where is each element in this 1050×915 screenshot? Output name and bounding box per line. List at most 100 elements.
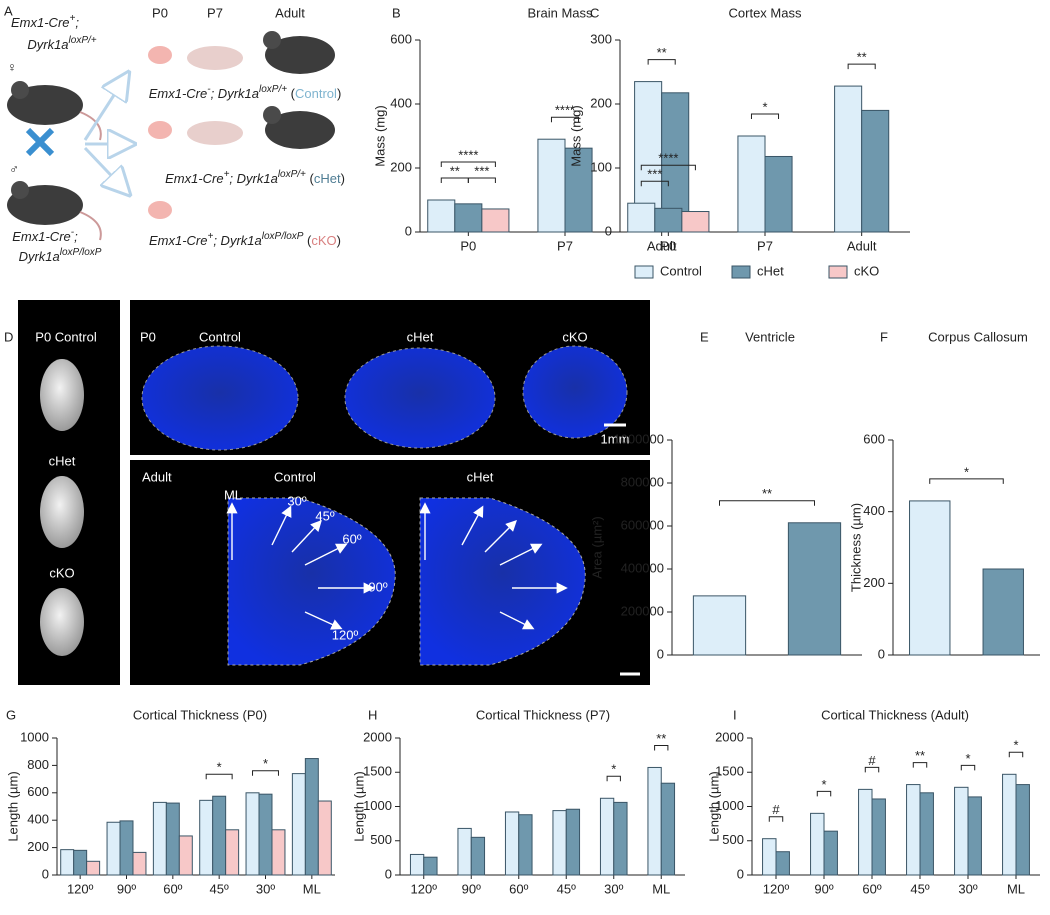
y-tick-label: 1000 [715,798,744,813]
x-tick-label: 30º [256,881,275,896]
bar [245,792,260,876]
y-tick-label: 1500 [715,764,744,779]
bracket: ( [306,171,315,186]
significance-bracket [252,770,279,776]
x-tick-label: ML [303,881,321,896]
age-label: Adult [275,5,305,20]
bar [225,829,240,876]
x-tick-label: 120º [67,881,94,896]
y-tick-label: 600 [863,431,885,446]
angle-label: 45º [315,508,334,523]
x-tick-label: P0 [660,238,676,253]
text-part: ; [75,15,79,30]
y-tick-label: 800000 [621,474,664,489]
significance-label: **** [658,151,678,166]
age-label: Adult [142,469,172,484]
angle-label: 120º [332,627,359,642]
significance-label: ** [915,748,925,763]
y-tick-label: 1000000 [613,431,664,446]
y-tick-label: 2000 [715,729,744,744]
significance-label: * [217,760,222,775]
bar [681,211,710,233]
significance-label: * [964,464,969,479]
significance-label: * [263,756,268,771]
panel-letter: G [6,707,16,722]
genotype: Emx1-Cre+; Dyrk1aloxP/loxP [149,231,304,248]
y-tick-label: 1500 [363,764,392,779]
text-part: Dyrk1a [19,249,60,264]
bar [737,135,766,233]
significance-bracket [640,164,696,171]
y-tick-label: 2000 [363,729,392,744]
panel-letter: I [733,707,737,722]
y-tick-label: 0 [737,866,744,881]
bar [775,851,790,876]
x-tick-label: 120º [763,881,790,896]
bar [909,500,951,656]
bar [317,800,332,876]
bar [291,773,306,876]
bar [967,796,982,876]
bar [537,138,566,233]
bar [762,838,777,876]
bar [258,793,273,876]
y-axis-label: Mass (mg) [568,105,583,166]
bar [119,820,134,876]
offspring-genotype: Emx1-Cre+; Dyrk1aloxP/+ (cHet) [165,169,345,186]
bar [692,595,747,656]
bar [810,812,825,876]
significance-bracket [847,63,876,70]
x-tick-label: P7 [557,238,573,253]
x-tick-label: 45º [557,881,576,896]
text-part: Emx1-Cre [165,171,224,186]
significance-bracket [912,762,928,768]
y-tick-label: 200 [590,95,612,110]
chart-title: Cortical Thickness (P0) [133,707,267,722]
y-axis-label: Thickness (µm) [848,503,863,592]
bar [906,784,921,876]
bar [165,802,180,876]
significance-bracket [640,180,669,187]
y-tick-label: 0 [605,223,612,238]
male-genotype: Dyrk1aloxP/loxP [19,247,102,264]
significance-bracket [440,177,469,183]
significance-label: # [772,802,780,817]
text-part: + [207,231,213,242]
bar [178,835,193,876]
significance-bracket [719,500,815,506]
x-tick-label: 45º [210,881,229,896]
x-tick-label: ML [1007,881,1025,896]
significance-label: ** [450,163,460,178]
significance-bracket [467,177,496,183]
age-label: P7 [207,5,223,20]
significance-bracket [654,744,669,751]
significance-bracket [960,764,976,771]
bar [470,836,486,876]
chart-title: Cortical Thickness (Adult) [821,707,969,722]
age-label: P0 [152,5,168,20]
bracket: ) [337,86,341,101]
y-axis-label: Length (µm) [5,771,20,841]
text-part: Emx1-Cre [149,86,208,101]
text-part: - [71,227,75,238]
significance-label: * [1013,738,1018,753]
y-tick-label: 500 [722,832,744,847]
bar [823,830,838,876]
y-tick-label: 1000 [20,729,49,744]
x-tick-label: Adult [847,238,877,253]
x-tick-label: Adult [647,238,677,253]
bar [199,799,214,876]
significance-label: * [762,99,767,114]
bar [86,860,101,876]
scale-label: 1mm [601,431,630,446]
bar [212,795,227,876]
significance-label: *** [647,167,662,182]
panel-letter: B [392,5,401,20]
significance-label: * [821,777,826,792]
chart-title: Cortex Mass [729,5,802,20]
age-label: P0 [140,329,156,344]
y-tick-label: 100 [590,159,612,174]
legend-swatch [731,265,751,279]
bar [504,811,520,876]
significance-label: ** [656,731,666,746]
